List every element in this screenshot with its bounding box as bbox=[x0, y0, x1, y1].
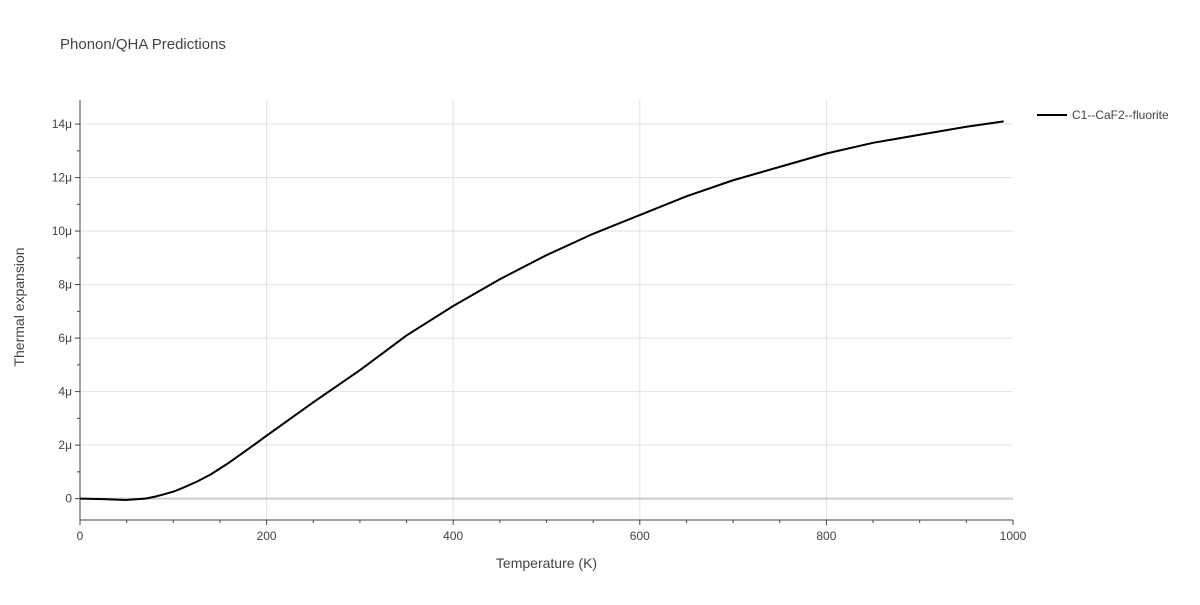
x-tick-label: 200 bbox=[257, 529, 277, 543]
y-tick-label: 0 bbox=[65, 492, 72, 506]
x-tick-label: 1000 bbox=[1000, 529, 1027, 543]
series-line bbox=[79, 120, 1004, 501]
x-tick-label: 800 bbox=[816, 529, 836, 543]
x-tick-label: 0 bbox=[77, 529, 84, 543]
x-tick-label: 600 bbox=[630, 529, 650, 543]
y-tick-label: 14μ bbox=[52, 117, 72, 131]
x-tick-label: 400 bbox=[443, 529, 463, 543]
y-tick-label: 12μ bbox=[52, 171, 72, 185]
y-axis-title: Thermal expansion bbox=[11, 247, 27, 366]
y-tick-label: 6μ bbox=[58, 331, 72, 345]
legend-label: C1--CaF2--fluorite bbox=[1072, 108, 1169, 122]
y-tick-label: 2μ bbox=[58, 438, 72, 452]
y-tick-label: 4μ bbox=[58, 385, 72, 399]
chart-title: Phonon/QHA Predictions bbox=[60, 36, 226, 53]
y-tick-label: 10μ bbox=[52, 224, 72, 238]
x-axis-title: Temperature (K) bbox=[496, 555, 597, 571]
y-tick-label: 8μ bbox=[58, 278, 72, 292]
